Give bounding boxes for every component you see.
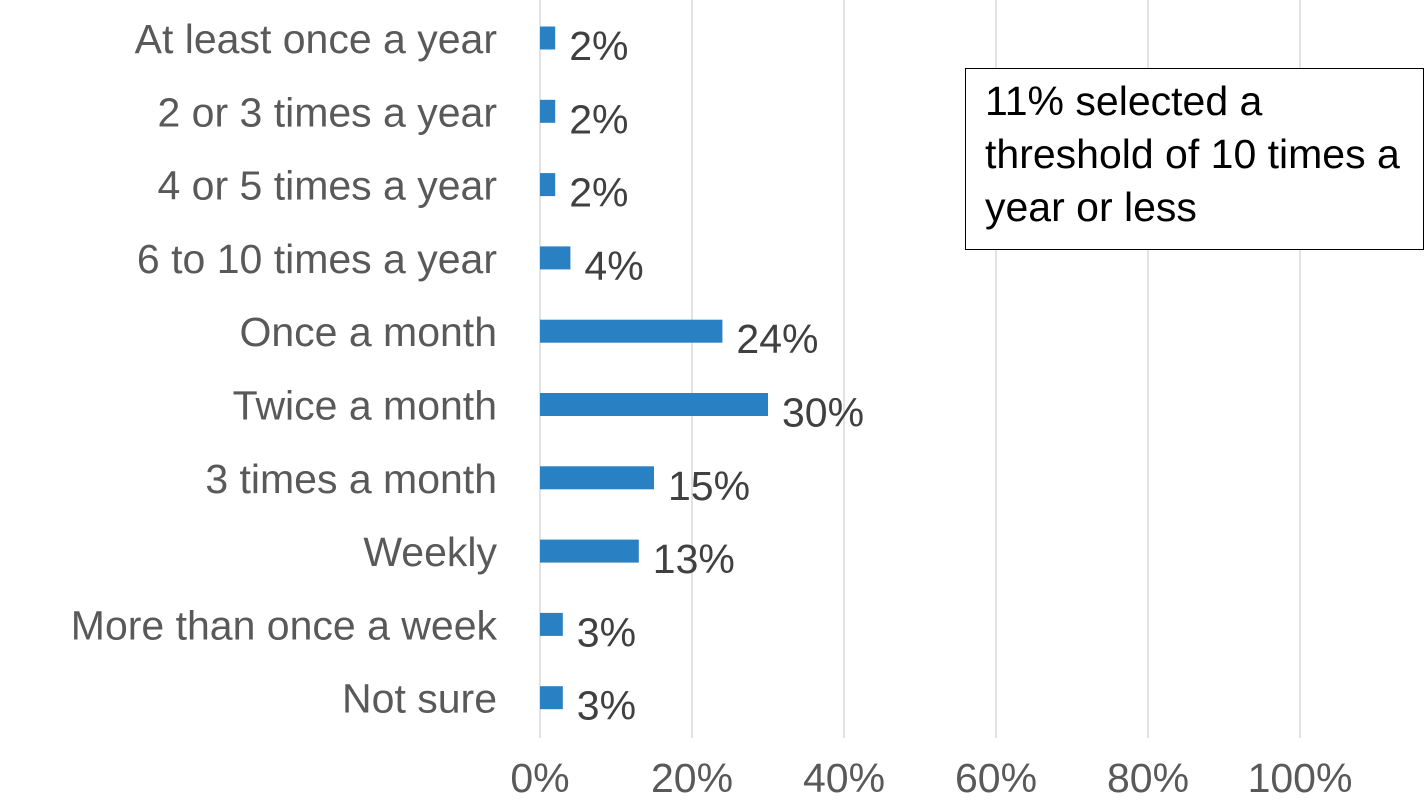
category-label: 6 to 10 times a year [137,236,497,282]
data-label: 30% [782,390,864,436]
data-label: 2% [569,96,628,142]
category-label: Not sure [342,676,497,722]
x-tick-label: 40% [803,755,885,801]
bar [540,26,556,50]
category-label: More than once a week [71,602,498,648]
x-tick-label: 20% [651,755,733,801]
bar [540,393,768,416]
bar [540,612,563,636]
data-label: 2% [569,170,628,216]
data-label: 15% [668,463,750,509]
category-label: Twice a month [233,383,497,429]
value-labels: 2% 2% 2% 4% 24% 30% 15% 13% 3% 3% [569,23,864,729]
data-label: 13% [653,536,735,582]
category-label: 2 or 3 times a year [157,89,497,135]
category-labels: At least once a year 2 or 3 times a year 4… [71,16,498,722]
annotation-box: 11% selected a threshold of 10 times a y… [965,68,1424,250]
x-axis-tick-labels: 0% 20% 40% 60% 80% 100% [510,755,1352,801]
category-label: 3 times a month [205,456,497,502]
data-label: 4% [584,243,643,289]
x-tick-label: 60% [955,755,1037,801]
x-tick-label: 0% [510,755,569,801]
category-label: Weekly [363,529,497,575]
category-label: Once a month [239,309,497,355]
x-tick-label: 80% [1107,755,1189,801]
data-label: 24% [736,316,818,362]
data-label: 3% [577,609,636,655]
bar [540,173,556,197]
category-label: 4 or 5 times a year [157,163,497,209]
bars [540,26,768,710]
bar [540,246,571,270]
category-label: At least once a year [135,16,497,62]
bar [540,686,563,710]
annotation-text: 11% selected a threshold of 10 times a y… [985,78,1400,230]
bar [540,319,723,343]
data-label: 2% [569,23,628,69]
data-label: 3% [577,683,636,729]
bar [540,466,654,490]
bar [540,99,556,123]
bar [540,539,639,563]
x-tick-label: 100% [1248,755,1353,801]
